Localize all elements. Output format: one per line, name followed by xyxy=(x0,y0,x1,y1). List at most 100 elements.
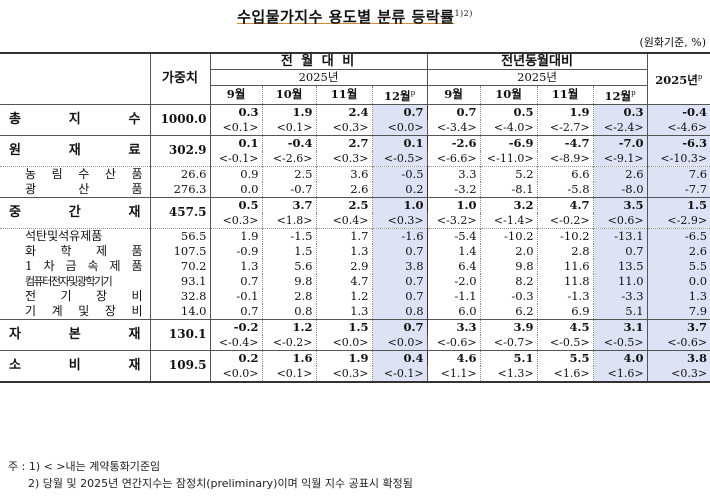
mom-contract-value-3: <0.3> xyxy=(315,365,372,383)
mom-contract-value-2: <0.1> xyxy=(261,119,316,136)
yoy-contract-value-2: <1.3> xyxy=(479,365,538,383)
annual-value: 1.5 xyxy=(646,196,710,213)
yoy-contract-value-2: <-0.7> xyxy=(479,334,538,351)
yoy-value-2: 3.2 xyxy=(479,196,538,213)
yoy-value-4: 3.1 xyxy=(592,318,648,335)
yoy-contract-value-1: <1.1> xyxy=(426,365,481,383)
annual-value: 2.6 xyxy=(646,243,710,259)
yoy-value-1: -2.6 xyxy=(426,134,481,151)
weight-value: 457.5 xyxy=(149,196,210,229)
mom-value-2: 1.5 xyxy=(261,243,316,259)
mom-value-3: 1.3 xyxy=(315,303,372,320)
yoy-contract-value-2: <-1.4> xyxy=(479,212,538,229)
weight-value: 56.5 xyxy=(149,227,210,244)
yoy-value-3: 6.9 xyxy=(536,303,594,320)
mom-value-3: 2.6 xyxy=(315,181,372,198)
yoy-value-1: 6.4 xyxy=(426,258,481,274)
yoy-value-2: 6.2 xyxy=(479,303,538,320)
annual-contract-value: <-2.9> xyxy=(646,212,710,229)
mom-contract-value-3: <0.4> xyxy=(315,212,372,229)
yoy-value-4: 11.0 xyxy=(592,273,648,289)
yoy-contract-value-2: <-4.0> xyxy=(479,119,538,136)
mom-contract-value-4: <-0.5> xyxy=(371,150,428,167)
mom-value-2: 2.8 xyxy=(261,288,316,304)
mom-value-3: 4.7 xyxy=(315,273,372,289)
mom-contract-value-3: <0.0> xyxy=(315,334,372,351)
header-mom-month-2: 10월 xyxy=(261,85,316,105)
mom-value-1: 0.1 xyxy=(209,134,262,151)
mom-value-4: 0.7 xyxy=(371,103,428,120)
table-row: 자 본 재 130.1 -0.2 1.2 1.5 0.7 3.3 3.9 4.5 3.1 3.7 xyxy=(0,318,710,351)
yoy-value-4: 4.0 xyxy=(592,349,648,366)
yoy-value-3: 5.5 xyxy=(536,349,594,366)
weight-value: 32.8 xyxy=(149,288,210,304)
mom-value-3: 3.6 xyxy=(315,165,372,182)
yoy-contract-value-1: <-3.4> xyxy=(426,119,481,136)
mom-value-2: 3.7 xyxy=(261,196,316,213)
yoy-value-3: -10.2 xyxy=(536,227,594,244)
weight-value: 1000.0 xyxy=(149,103,210,136)
yoy-value-3: -5.8 xyxy=(536,181,594,198)
yoy-value-4: 3.5 xyxy=(592,196,648,213)
table-row-contract-currency: <-0.1> <-2.6> <0.3> <-0.5> <-6.6> <-11.0> <-8.… xyxy=(0,150,710,167)
yoy-value-3: 2.8 xyxy=(536,243,594,259)
table-row: 소 비 재 109.5 0.2 1.6 1.9 0.4 4.6 5.1 5.5 4.0 3.8 xyxy=(0,349,710,383)
mom-value-1: -0.9 xyxy=(209,243,262,259)
yoy-value-1: 4.6 xyxy=(426,349,481,366)
header-annual: 2025년p xyxy=(646,53,710,105)
weight-value: 107.5 xyxy=(149,243,210,259)
mom-contract-value-2: <1.8> xyxy=(261,212,316,229)
footnote-2: 2) 당월 및 2025년 연간지수는 잠정치(preliminary)이며 익… xyxy=(28,477,413,490)
mom-value-4: 0.4 xyxy=(371,349,428,366)
mom-value-3: 1.9 xyxy=(315,349,372,366)
weight-value: 130.1 xyxy=(149,318,210,351)
mom-value-1: 0.3 xyxy=(209,103,262,120)
mom-value-3: 1.3 xyxy=(315,243,372,259)
yoy-value-3: 11.6 xyxy=(536,258,594,274)
yoy-value-2: 3.9 xyxy=(479,318,538,335)
yoy-contract-value-1: <-0.6> xyxy=(426,334,481,351)
mom-value-2: 5.6 xyxy=(261,258,316,274)
mom-value-4: 0.8 xyxy=(371,303,428,320)
mom-value-2: 0.8 xyxy=(261,303,316,320)
mom-value-1: 1.3 xyxy=(209,258,262,274)
unit-label: (원화기준, %) xyxy=(639,36,706,49)
table-row: 총 지 수 1000.0 0.3 1.9 2.4 0.7 0.7 0.5 1.9 0.3 -0.4 xyxy=(0,103,710,136)
table-row: 1 차 금 속 제 품 70.2 1.3 5.6 2.9 3.8 6.4 9.8 11.6 13.5 5.5 xyxy=(0,258,710,274)
yoy-value-1: -3.2 xyxy=(426,181,481,198)
header-year-yoy: 2025년 xyxy=(426,69,648,86)
weight-value: 26.6 xyxy=(149,165,210,182)
table-row: 농 림 수 산 품 26.6 0.9 2.5 3.6 -0.5 3.3 5.2 6.6 2.6 7.6 xyxy=(0,165,710,182)
row-label: 석탄및석유제품 xyxy=(0,227,150,244)
header-mom-month-4: 12월p xyxy=(371,85,428,105)
mom-value-2: -0.7 xyxy=(261,181,316,198)
table-row: 중 간 재 457.5 0.5 3.7 2.5 1.0 1.0 3.2 4.7 3.5 1.5 xyxy=(0,196,710,229)
yoy-value-3: 6.6 xyxy=(536,165,594,182)
mom-value-1: 0.9 xyxy=(209,165,262,182)
yoy-contract-value-3: <-2.7> xyxy=(536,119,594,136)
footnotes: 주 : 1) < >내는 계약통화기준임 2) 당월 및 2025년 연간지수는… xyxy=(8,458,413,492)
header-yoy-month-4: 12월p xyxy=(592,85,648,105)
table-row-contract-currency: <-0.4> <-0.2> <0.0> <0.0> <-0.6> <-0.7> <-0.5>… xyxy=(0,334,710,351)
mom-value-1: 1.9 xyxy=(209,227,262,244)
annual-contract-value: <0.3> xyxy=(646,365,710,383)
yoy-contract-value-3: <-8.9> xyxy=(536,150,594,167)
yoy-value-4: 0.3 xyxy=(592,103,648,120)
annual-value: 7.6 xyxy=(646,165,710,182)
yoy-value-1: -2.0 xyxy=(426,273,481,289)
mom-contract-value-2: <-2.6> xyxy=(261,150,316,167)
mom-value-4: 3.8 xyxy=(371,258,428,274)
mom-value-4: 0.1 xyxy=(371,134,428,151)
yoy-value-1: 0.7 xyxy=(426,103,481,120)
mom-value-2: 1.6 xyxy=(261,349,316,366)
mom-value-4: -1.6 xyxy=(371,227,428,244)
yoy-value-4: -7.0 xyxy=(592,134,648,151)
annual-value: 5.5 xyxy=(646,258,710,274)
header-mom-month-3: 11월 xyxy=(315,85,372,105)
